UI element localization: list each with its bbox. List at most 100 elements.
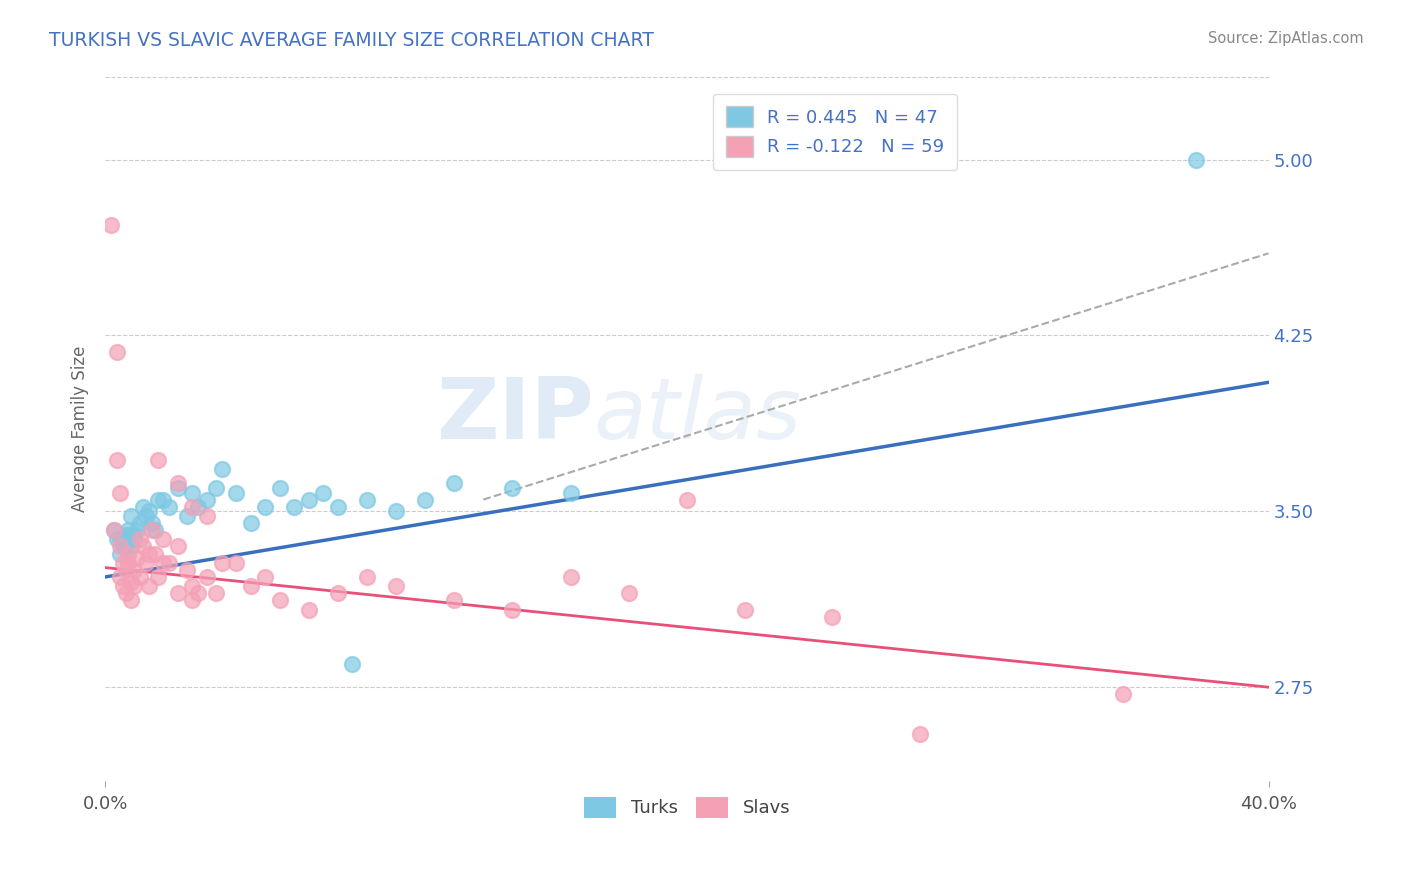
Point — [239, 516, 262, 530]
Point — [176, 563, 198, 577]
Point — [117, 523, 139, 537]
Point — [560, 485, 582, 500]
Point — [103, 523, 125, 537]
Point — [108, 533, 131, 547]
Point — [111, 556, 134, 570]
Point — [146, 452, 169, 467]
Point — [132, 540, 155, 554]
Point — [143, 523, 166, 537]
Point — [108, 570, 131, 584]
Point — [100, 218, 122, 232]
Point — [138, 579, 160, 593]
Point — [117, 527, 139, 541]
Point — [132, 500, 155, 514]
Point — [269, 593, 291, 607]
Point — [676, 492, 699, 507]
Point — [560, 570, 582, 584]
Point — [111, 579, 134, 593]
Point — [127, 523, 149, 537]
Point — [167, 540, 190, 554]
Text: Source: ZipAtlas.com: Source: ZipAtlas.com — [1208, 31, 1364, 46]
Point — [146, 492, 169, 507]
Point — [129, 533, 152, 547]
Point — [734, 603, 756, 617]
Point — [443, 593, 465, 607]
Point — [167, 586, 190, 600]
Point — [114, 540, 136, 554]
Point — [312, 485, 335, 500]
Point — [239, 579, 262, 593]
Point — [127, 551, 149, 566]
Point — [129, 516, 152, 530]
Point — [117, 547, 139, 561]
Point — [617, 586, 640, 600]
Point — [138, 504, 160, 518]
Point — [501, 481, 523, 495]
Point — [204, 586, 226, 600]
Point — [124, 579, 146, 593]
Point — [501, 603, 523, 617]
Point — [111, 533, 134, 547]
Point — [269, 481, 291, 495]
Point — [181, 485, 204, 500]
Point — [105, 344, 128, 359]
Point — [181, 579, 204, 593]
Point — [108, 485, 131, 500]
Point — [152, 492, 174, 507]
Point — [114, 586, 136, 600]
Point — [120, 574, 142, 589]
Point — [146, 570, 169, 584]
Y-axis label: Average Family Size: Average Family Size — [72, 346, 89, 512]
Point — [211, 556, 233, 570]
Point — [141, 516, 163, 530]
Point — [157, 500, 180, 514]
Point — [195, 508, 218, 523]
Point — [204, 481, 226, 495]
Point — [326, 586, 349, 600]
Point — [124, 533, 146, 547]
Point — [283, 500, 305, 514]
Point — [105, 452, 128, 467]
Point — [225, 556, 247, 570]
Point — [129, 570, 152, 584]
Point — [105, 533, 128, 547]
Point — [356, 570, 378, 584]
Point — [141, 523, 163, 537]
Point — [1112, 687, 1135, 701]
Point — [135, 508, 157, 523]
Point — [385, 504, 408, 518]
Point — [225, 485, 247, 500]
Text: ZIP: ZIP — [436, 374, 593, 457]
Point — [181, 500, 204, 514]
Point — [254, 500, 277, 514]
Point — [356, 492, 378, 507]
Point — [342, 657, 364, 671]
Point — [254, 570, 277, 584]
Point — [211, 462, 233, 476]
Point — [117, 556, 139, 570]
Point — [124, 527, 146, 541]
Point — [152, 533, 174, 547]
Point — [176, 508, 198, 523]
Text: TURKISH VS SLAVIC AVERAGE FAMILY SIZE CORRELATION CHART: TURKISH VS SLAVIC AVERAGE FAMILY SIZE CO… — [49, 31, 654, 50]
Point — [187, 586, 209, 600]
Point — [103, 523, 125, 537]
Point — [326, 500, 349, 514]
Point — [138, 547, 160, 561]
Point — [135, 556, 157, 570]
Point — [181, 593, 204, 607]
Point — [1185, 153, 1208, 167]
Point — [298, 603, 321, 617]
Point — [108, 540, 131, 554]
Point — [108, 547, 131, 561]
Point — [143, 547, 166, 561]
Point — [195, 570, 218, 584]
Point — [124, 563, 146, 577]
Point — [821, 610, 844, 624]
Point — [120, 508, 142, 523]
Point — [157, 556, 180, 570]
Point — [120, 593, 142, 607]
Point — [298, 492, 321, 507]
Point — [443, 476, 465, 491]
Point — [111, 540, 134, 554]
